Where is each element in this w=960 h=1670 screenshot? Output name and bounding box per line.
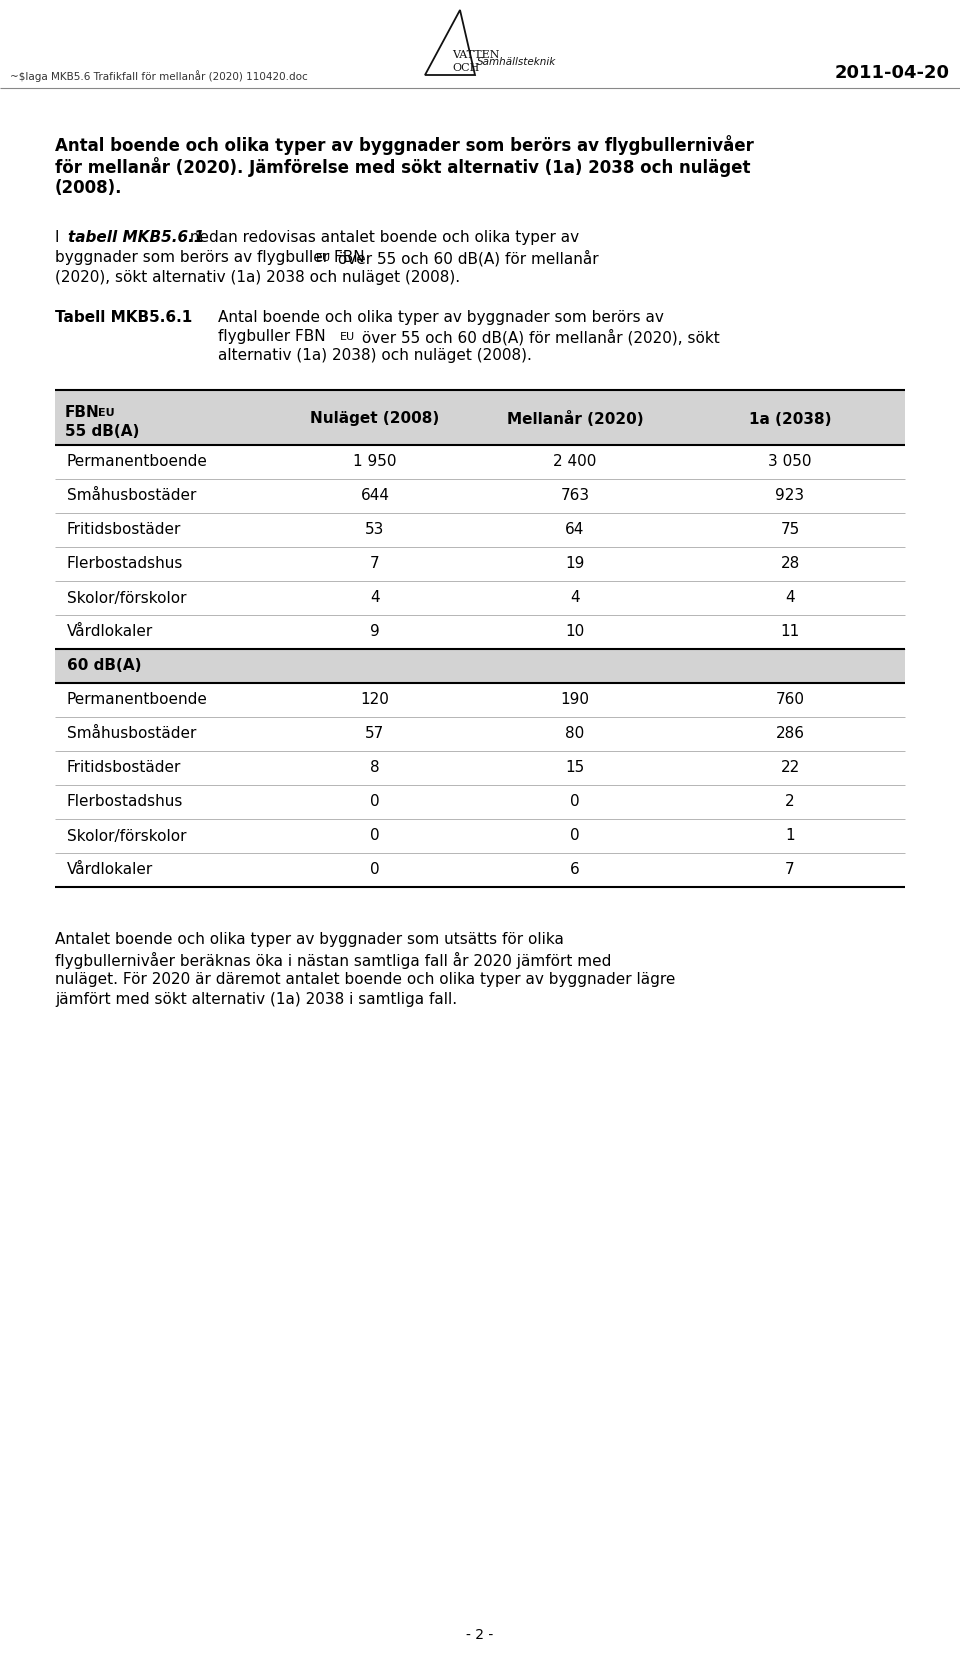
Text: Flerbostadshus: Flerbostadshus <box>67 556 183 571</box>
Text: FBN: FBN <box>65 406 100 419</box>
Bar <box>55 818 905 853</box>
Text: Antal boende och olika typer av byggnader som berörs av: Antal boende och olika typer av byggnade… <box>218 311 664 326</box>
Text: OCH: OCH <box>452 63 479 73</box>
Text: 15: 15 <box>565 760 585 775</box>
Text: 4: 4 <box>371 591 380 606</box>
Text: för mellanår (2020). Jämförelse med sökt alternativ (1a) 2038 och nuläget: för mellanår (2020). Jämförelse med sökt… <box>55 157 751 177</box>
Text: EU: EU <box>98 407 114 418</box>
Text: I: I <box>55 230 64 245</box>
Text: Småhusbostäder: Småhusbostäder <box>67 726 197 741</box>
Bar <box>55 444 905 479</box>
Text: - 2 -: - 2 - <box>467 1628 493 1642</box>
Text: alternativ (1a) 2038) och nuläget (2008).: alternativ (1a) 2038) och nuläget (2008)… <box>218 347 532 362</box>
Text: Permanentboende: Permanentboende <box>67 693 208 708</box>
Text: 4: 4 <box>785 591 795 606</box>
Bar <box>55 650 905 683</box>
Text: 923: 923 <box>776 489 804 503</box>
Text: Småhusbostäder: Småhusbostäder <box>67 489 197 503</box>
Text: Nuläget (2008): Nuläget (2008) <box>310 411 440 426</box>
Text: 0: 0 <box>371 795 380 810</box>
Text: flygbullernivåer beräknas öka i nästan samtliga fall år 2020 jämfört med: flygbullernivåer beräknas öka i nästan s… <box>55 952 612 969</box>
Text: EU: EU <box>316 252 331 262</box>
Text: 28: 28 <box>780 556 800 571</box>
Text: 7: 7 <box>371 556 380 571</box>
Text: 11: 11 <box>780 625 800 640</box>
Text: 763: 763 <box>561 489 589 503</box>
Text: över 55 och 60 dB(A) för mellanår: över 55 och 60 dB(A) för mellanår <box>333 250 599 267</box>
Text: VATTEN: VATTEN <box>452 50 499 60</box>
Bar <box>55 581 905 615</box>
Text: EU: EU <box>340 332 355 342</box>
Text: 0: 0 <box>570 828 580 843</box>
Bar <box>55 785 905 818</box>
Text: 55 dB(A): 55 dB(A) <box>65 424 139 439</box>
Text: 2: 2 <box>785 795 795 810</box>
Text: Fritidsbostäder: Fritidsbostäder <box>67 523 181 538</box>
Text: 57: 57 <box>366 726 385 741</box>
Text: flygbuller FBN: flygbuller FBN <box>218 329 325 344</box>
Text: 3 050: 3 050 <box>768 454 812 469</box>
Text: 80: 80 <box>565 726 585 741</box>
Bar <box>55 853 905 887</box>
Bar <box>55 548 905 581</box>
Text: (2020), sökt alternativ (1a) 2038 och nuläget (2008).: (2020), sökt alternativ (1a) 2038 och nu… <box>55 271 460 286</box>
Text: tabell MKB5.6.1: tabell MKB5.6.1 <box>68 230 204 245</box>
Text: Permanentboende: Permanentboende <box>67 454 208 469</box>
Text: 22: 22 <box>780 760 800 775</box>
Text: 1: 1 <box>785 828 795 843</box>
Text: 286: 286 <box>776 726 804 741</box>
Text: Samhällsteknik: Samhällsteknik <box>477 57 556 67</box>
Text: Mellanår (2020): Mellanår (2020) <box>507 411 643 428</box>
Text: 8: 8 <box>371 760 380 775</box>
Text: Vårdlokaler: Vårdlokaler <box>67 862 154 877</box>
Bar <box>55 479 905 513</box>
Text: (2008).: (2008). <box>55 179 123 197</box>
Text: 190: 190 <box>561 693 589 708</box>
Text: över 55 och 60 dB(A) för mellanår (2020), sökt: över 55 och 60 dB(A) för mellanår (2020)… <box>357 329 720 346</box>
Text: Antalet boende och olika typer av byggnader som utsätts för olika: Antalet boende och olika typer av byggna… <box>55 932 564 947</box>
Text: jämfört med sökt alternativ (1a) 2038 i samtliga fall.: jämfört med sökt alternativ (1a) 2038 i … <box>55 992 457 1007</box>
Bar <box>55 716 905 752</box>
Text: 2 400: 2 400 <box>553 454 597 469</box>
Text: Fritidsbostäder: Fritidsbostäder <box>67 760 181 775</box>
Text: 0: 0 <box>570 795 580 810</box>
Bar <box>55 752 905 785</box>
Bar <box>55 513 905 548</box>
Text: 10: 10 <box>565 625 585 640</box>
Text: 19: 19 <box>565 556 585 571</box>
Text: 64: 64 <box>565 523 585 538</box>
Text: Skolor/förskolor: Skolor/förskolor <box>67 591 186 606</box>
Text: 644: 644 <box>361 489 390 503</box>
Text: 0: 0 <box>371 828 380 843</box>
Text: nuläget. För 2020 är däremot antalet boende och olika typer av byggnader lägre: nuläget. För 2020 är däremot antalet boe… <box>55 972 676 987</box>
Text: byggnader som berörs av flygbuller FBN: byggnader som berörs av flygbuller FBN <box>55 250 365 266</box>
Text: Antal boende och olika typer av byggnader som berörs av flygbullernivåer: Antal boende och olika typer av byggnade… <box>55 135 754 155</box>
Text: 760: 760 <box>776 693 804 708</box>
Text: 1a (2038): 1a (2038) <box>749 411 831 426</box>
Text: Tabell MKB5.6.1: Tabell MKB5.6.1 <box>55 311 192 326</box>
Text: 1 950: 1 950 <box>353 454 396 469</box>
Text: 2011-04-20: 2011-04-20 <box>835 63 950 82</box>
Text: 9: 9 <box>371 625 380 640</box>
Text: 120: 120 <box>361 693 390 708</box>
Text: 4: 4 <box>570 591 580 606</box>
Text: 7: 7 <box>785 862 795 877</box>
Text: nedan redovisas antalet boende och olika typer av: nedan redovisas antalet boende och olika… <box>185 230 579 245</box>
Bar <box>55 683 905 716</box>
Text: Vårdlokaler: Vårdlokaler <box>67 625 154 640</box>
Bar <box>55 391 905 444</box>
Text: ~$laga MKB5.6 Trafikfall för mellanår (2020) 110420.doc: ~$laga MKB5.6 Trafikfall för mellanår (2… <box>10 70 308 82</box>
Text: 0: 0 <box>371 862 380 877</box>
Text: Flerbostadshus: Flerbostadshus <box>67 795 183 810</box>
Text: 6: 6 <box>570 862 580 877</box>
Text: 53: 53 <box>366 523 385 538</box>
Bar <box>55 615 905 650</box>
Text: 60 dB(A): 60 dB(A) <box>67 658 141 673</box>
Text: 75: 75 <box>780 523 800 538</box>
Text: Skolor/förskolor: Skolor/förskolor <box>67 828 186 843</box>
